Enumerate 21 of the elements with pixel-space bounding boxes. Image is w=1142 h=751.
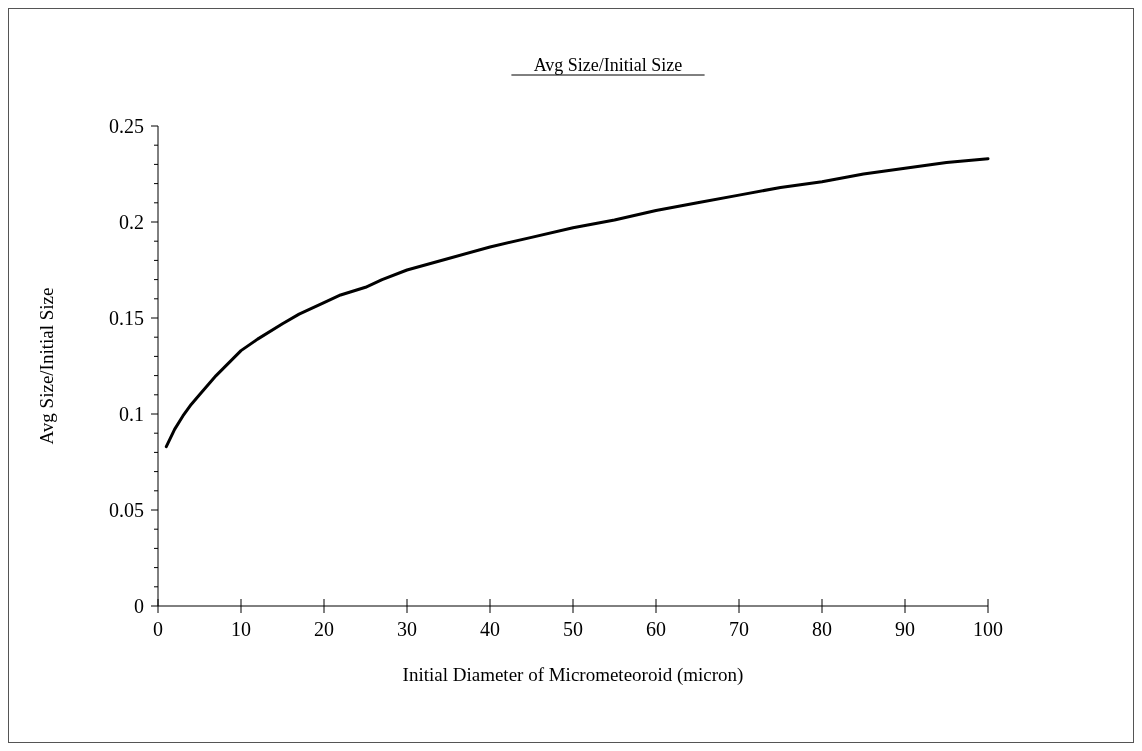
chart-title: Avg Size/Initial Size	[533, 55, 683, 75]
y-tick-label: 0.25	[109, 115, 144, 137]
x-tick-label: 0	[153, 618, 163, 640]
x-tick-label: 40	[480, 618, 500, 640]
y-tick-label: 0	[134, 595, 144, 617]
y-tick-label: 0.1	[119, 403, 144, 425]
x-tick-label: 50	[563, 618, 583, 640]
x-tick-label: 60	[646, 618, 666, 640]
x-tick-label: 90	[895, 618, 915, 640]
x-tick-label: 30	[397, 618, 417, 640]
y-axis-title: Avg Size/Initial Size	[36, 287, 57, 445]
line-series	[164, 157, 990, 449]
x-tick-label: 10	[231, 618, 251, 640]
x-tick-label: 100	[973, 618, 1003, 640]
y-tick-label: 0.15	[109, 307, 144, 329]
x-tick-label: 80	[812, 618, 832, 640]
y-tick-label: 0.2	[119, 211, 144, 233]
x-tick-label: 20	[314, 618, 334, 640]
x-tick-label: 70	[729, 618, 749, 640]
y-tick-label: 0.05	[109, 499, 144, 521]
x-axis-title: Initial Diameter of Micrometeoroid (micron)	[402, 664, 744, 686]
